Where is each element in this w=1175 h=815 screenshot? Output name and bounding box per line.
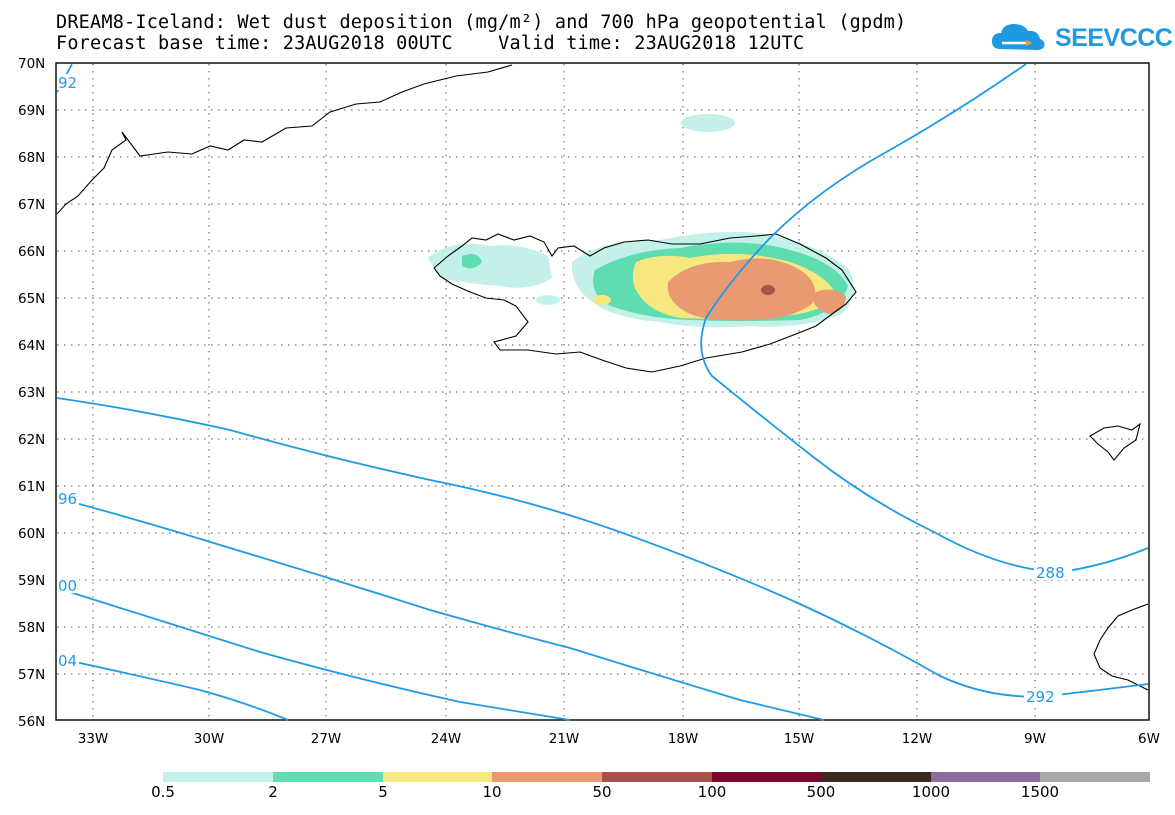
- cloud-icon: [992, 24, 1045, 50]
- lat-label: 59N: [18, 573, 45, 589]
- lat-label: 56N: [18, 714, 45, 730]
- dust-patch: [681, 114, 735, 132]
- lon-label: 30W: [194, 731, 225, 747]
- lon-label: 24W: [431, 731, 462, 747]
- lat-label: 63N: [18, 385, 45, 401]
- faroe-coast: [1089, 422, 1141, 461]
- lat-label: 64N: [18, 338, 45, 354]
- lat-label: 66N: [18, 244, 45, 260]
- legend-label: 1500: [1020, 783, 1060, 801]
- dust-patch: [812, 289, 846, 314]
- lon-label: 15W: [784, 731, 815, 747]
- contour-label: 04: [58, 652, 77, 670]
- legend-swatch: [273, 772, 383, 782]
- lat-label: 70N: [18, 56, 45, 72]
- lon-label: 12W: [902, 731, 933, 747]
- contour-label: 92: [58, 74, 77, 92]
- lon-label: 18W: [668, 731, 699, 747]
- map-title: DREAM8-Iceland: Wet dust deposition (mg/…: [56, 12, 907, 33]
- dust-patch: [536, 295, 560, 305]
- lat-label: 65N: [18, 291, 45, 307]
- lat-label: 61N: [18, 479, 45, 495]
- legend-swatch: [821, 772, 931, 782]
- legend-swatch: [383, 772, 492, 782]
- legend-swatch: [931, 772, 1040, 782]
- contour-line: [56, 397, 1149, 698]
- legend-label: 5: [378, 783, 388, 801]
- legend-label: 100: [697, 783, 727, 801]
- dust-patch: [593, 295, 611, 305]
- greenland-coast: [56, 64, 513, 215]
- dust-deposition-field: [428, 114, 854, 328]
- lat-label: 62N: [18, 432, 45, 448]
- legend-label: 500: [806, 783, 836, 801]
- legend-swatch: [492, 772, 602, 782]
- lat-label: 67N: [18, 197, 45, 213]
- contour-line: [56, 497, 825, 721]
- scotland-coast: [1093, 603, 1149, 691]
- contour-line: [56, 657, 289, 721]
- legend-label: 10: [482, 783, 502, 801]
- legend-swatch: [602, 772, 712, 782]
- forecast-times: Forecast base time: 23AUG2018 00UTC Vali…: [56, 33, 805, 54]
- lat-label: 60N: [18, 526, 45, 542]
- dust-patch: [428, 243, 552, 288]
- contour-line: [56, 587, 571, 721]
- dust-patch: [761, 285, 775, 295]
- dust-patch: [462, 254, 482, 269]
- legend-swatch: [1040, 772, 1150, 782]
- lon-label: 6W: [1138, 731, 1160, 747]
- geopotential-contours: [56, 63, 1149, 721]
- lat-label: 57N: [18, 667, 45, 683]
- iceland-coast: [433, 233, 857, 373]
- legend-swatch: [163, 772, 273, 782]
- longitude-labels: 33W 30W 27W 24W 21W 18W 15W 12W 9W 6W: [78, 731, 1160, 747]
- lon-label: 9W: [1024, 731, 1046, 747]
- legend-label: 0.5: [151, 783, 175, 801]
- logo-text: SEEVCCC: [1055, 24, 1173, 52]
- dust-patch: [667, 258, 816, 321]
- lat-label: 69N: [18, 103, 45, 119]
- contour-label: 00: [58, 577, 77, 595]
- contour-label: 96: [58, 490, 77, 508]
- contour-label: 292: [1026, 688, 1055, 706]
- contour-line: [700, 63, 1149, 573]
- lon-label: 33W: [78, 731, 109, 747]
- lat-label: 68N: [18, 150, 45, 166]
- contour-label: 288: [1036, 564, 1065, 582]
- lon-label: 27W: [311, 731, 342, 747]
- legend-label: 1000: [911, 783, 951, 801]
- lat-label: 58N: [18, 620, 45, 636]
- coastlines: [56, 64, 1149, 691]
- legend-swatch: [712, 772, 821, 782]
- map-frame: [55, 62, 1150, 721]
- legend-label: 2: [268, 783, 278, 801]
- legend-label: 50: [592, 783, 612, 801]
- latitude-labels: 70N 69N 68N 67N 66N 65N 64N 63N 62N 61N …: [18, 56, 45, 730]
- lon-label: 21W: [549, 731, 580, 747]
